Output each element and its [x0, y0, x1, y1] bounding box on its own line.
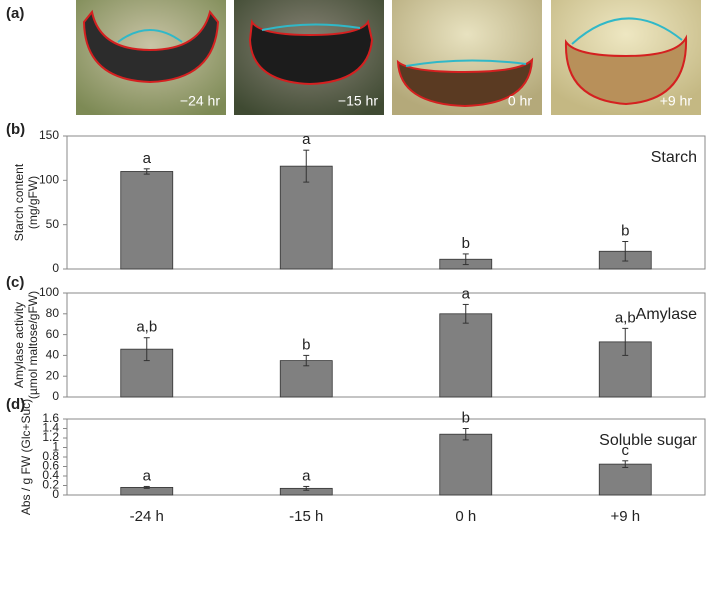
y-tick-label: 1.4 [42, 421, 59, 435]
y-tick-label: 100 [39, 173, 59, 187]
y-tick-label: 80 [46, 306, 60, 320]
y-tick-label: 0.6 [42, 459, 59, 473]
significance-letter: a,b [136, 319, 157, 336]
bar [279, 360, 333, 398]
y-tick-label: 0.2 [42, 478, 59, 492]
bar [120, 171, 174, 270]
significance-letter: c [622, 442, 630, 459]
photo-caption: 0 hr [508, 93, 532, 109]
significance-letter: b [302, 336, 310, 353]
error-bar [303, 485, 310, 491]
x-tick-label: -15 h [289, 508, 323, 525]
plot-frame [66, 135, 706, 270]
bar [598, 463, 652, 496]
panel-label: (c) [6, 274, 24, 291]
significance-letter: a,b [615, 309, 636, 326]
error-bar [143, 337, 150, 362]
error-bar [462, 303, 469, 324]
bar [439, 433, 493, 496]
bar [439, 313, 493, 398]
y-tick-label: 0.4 [42, 468, 59, 482]
photo-caption: −24 hr [180, 93, 220, 109]
y-axis-label: (mg/gFW) [26, 176, 40, 229]
error-bar [143, 168, 150, 175]
significance-letter: a [302, 467, 311, 484]
error-bar [622, 460, 629, 468]
photo [76, 0, 226, 115]
error-bar [462, 428, 469, 441]
y-tick-label: 0.8 [42, 449, 59, 463]
y-tick-label: 1 [52, 440, 59, 454]
y-tick-label: 20 [46, 368, 60, 382]
error-bar [143, 485, 150, 489]
significance-letter: b [462, 409, 470, 426]
significance-letter: b [462, 235, 470, 252]
significance-letter: b [621, 222, 629, 239]
y-tick-label: 0 [52, 389, 59, 403]
significance-letter: a [462, 285, 471, 302]
photo-caption: +9 hr [660, 93, 693, 109]
bar [279, 165, 333, 270]
y-axis-label: Abs / g FW (Glc+Suc) [19, 399, 33, 515]
photo [234, 0, 384, 115]
error-bar [622, 327, 629, 356]
error-bar [462, 253, 469, 266]
y-tick-label: 40 [46, 348, 60, 362]
panel-label: (d) [6, 396, 25, 413]
x-tick-label: +9 h [610, 508, 640, 525]
chart-title: Starch [651, 149, 697, 166]
x-tick-label: 0 h [455, 508, 476, 525]
significance-letter: a [302, 131, 311, 148]
y-tick-label: 0 [52, 487, 59, 501]
error-bar [622, 241, 629, 262]
significance-letter: a [143, 150, 152, 167]
plot-frame [66, 292, 706, 398]
error-bar [303, 149, 310, 183]
x-tick-label: -24 h [130, 508, 164, 525]
panel-label: (b) [6, 121, 25, 138]
y-tick-label: 60 [46, 327, 60, 341]
y-axis-label: Starch content [12, 163, 26, 241]
y-tick-label: 0 [52, 261, 59, 275]
y-tick-label: 1.2 [42, 430, 59, 444]
y-tick-label: 1.6 [42, 411, 59, 425]
photo [551, 0, 701, 115]
y-tick-label: 100 [39, 285, 59, 299]
photo-caption: −15 hr [338, 93, 378, 109]
panel-label: (a) [6, 5, 24, 22]
y-axis-label: (µmol maltose/gFW) [26, 291, 40, 399]
chart-title: Amylase [636, 306, 697, 323]
chart-title: Soluble sugar [599, 432, 698, 449]
photo [392, 0, 542, 115]
y-axis-label: Amylase activity [12, 302, 26, 388]
y-tick-label: 50 [46, 217, 60, 231]
error-bar [303, 354, 310, 367]
y-tick-label: 150 [39, 128, 59, 142]
significance-letter: a [143, 467, 152, 484]
